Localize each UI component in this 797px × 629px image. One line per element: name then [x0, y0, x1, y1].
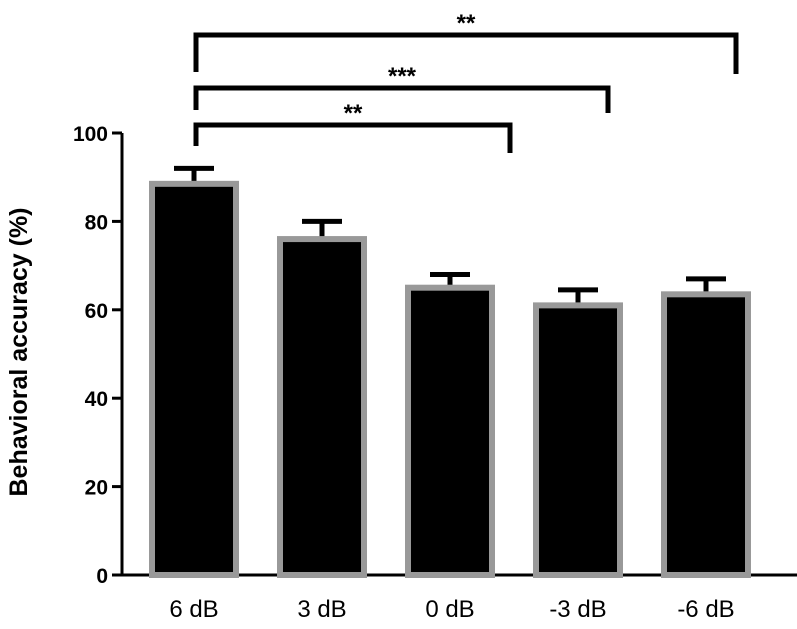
bar [405, 284, 495, 578]
y-tick-label: 100 [73, 123, 108, 146]
bar [533, 302, 623, 578]
y-tick-label: 0 [96, 565, 108, 588]
y-tick-label: 60 [85, 300, 108, 323]
y-tick-label: 40 [85, 388, 108, 411]
x-tick-label: 0 dB [425, 596, 474, 623]
significance-label: ** [344, 100, 363, 127]
x-tick-label: 3 dB [297, 596, 346, 623]
x-tick-label: -6 dB [677, 596, 734, 623]
bars: 6 dB 3 dB 0 dB -3 dB -6 dB [149, 165, 751, 623]
y-tick-label: 20 [85, 477, 108, 500]
significance-brackets: ******* [193, 10, 739, 153]
bar [661, 291, 751, 578]
significance-label: *** [388, 63, 417, 90]
y-tick-label: 80 [85, 211, 108, 234]
bar [277, 236, 367, 579]
x-tick-label: 6 dB [169, 596, 218, 623]
significance-label: ** [457, 10, 476, 37]
bar [149, 180, 239, 579]
y-axis-title: Behavioral accuracy (%) [5, 207, 33, 496]
x-tick-label: -3 dB [549, 596, 606, 623]
